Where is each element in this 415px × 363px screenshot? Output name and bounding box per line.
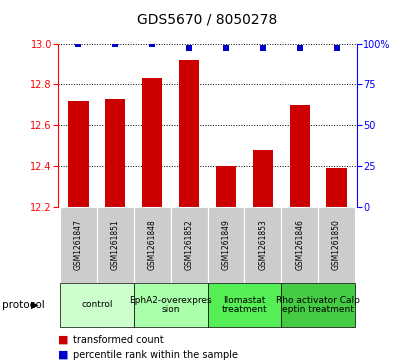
Text: GSM1261853: GSM1261853 [258,220,267,270]
Point [296,45,303,51]
Bar [253,150,273,363]
Bar [60,207,97,283]
Text: GSM1261850: GSM1261850 [332,220,341,270]
Point [259,45,266,51]
Text: GSM1261848: GSM1261848 [148,220,157,270]
Text: GDS5670 / 8050278: GDS5670 / 8050278 [137,13,278,27]
Text: protocol: protocol [2,300,45,310]
Bar [68,101,88,363]
Text: percentile rank within the sample: percentile rank within the sample [73,350,238,360]
Bar [327,168,347,363]
Text: GSM1261852: GSM1261852 [185,220,193,270]
Text: Ilomastat
treatment: Ilomastat treatment [222,295,267,314]
Bar [60,283,134,327]
Text: GSM1261849: GSM1261849 [222,220,230,270]
Text: ▶: ▶ [31,300,38,310]
Text: transformed count: transformed count [73,335,164,345]
Text: EphA2-overexpres
sion: EphA2-overexpres sion [129,295,212,314]
Point [149,41,156,46]
Point [333,45,340,51]
Bar [244,207,281,283]
Text: GSM1261846: GSM1261846 [295,220,304,270]
Text: Rho activator Calp
eptin treatment: Rho activator Calp eptin treatment [276,295,360,314]
Bar [290,105,310,363]
Bar [318,207,355,283]
Bar [134,207,171,283]
Text: ■: ■ [58,350,68,360]
Bar [142,78,162,363]
Bar [281,283,355,327]
Bar [216,166,236,363]
Text: ■: ■ [58,335,68,345]
Bar [281,207,318,283]
Point [112,41,119,46]
Bar [97,207,134,283]
Point [75,41,82,46]
Point [222,45,229,51]
Text: GSM1261847: GSM1261847 [74,220,83,270]
Text: control: control [81,301,112,309]
Bar [105,99,125,363]
Bar [134,283,208,327]
Text: GSM1261851: GSM1261851 [111,220,120,270]
Bar [208,207,244,283]
Bar [171,207,208,283]
Bar [179,60,199,363]
Bar [208,283,281,327]
Point [186,45,193,51]
